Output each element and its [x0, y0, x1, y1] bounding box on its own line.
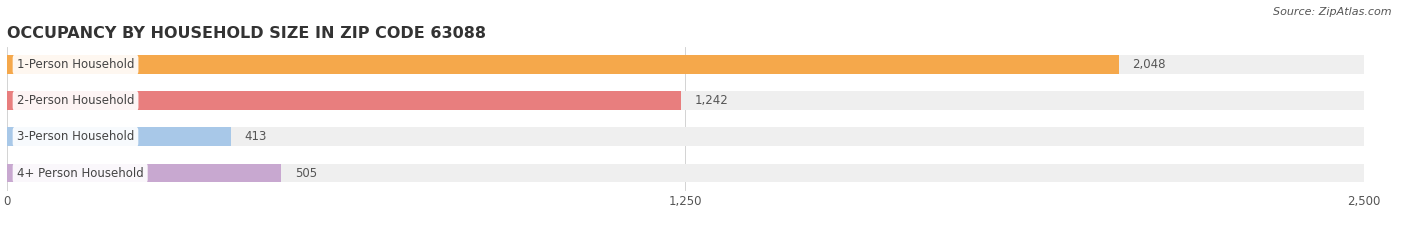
- Bar: [7, 55, 1364, 74]
- Text: 2,048: 2,048: [1132, 58, 1166, 71]
- Bar: [7, 91, 1364, 110]
- Text: OCCUPANCY BY HOUSEHOLD SIZE IN ZIP CODE 63088: OCCUPANCY BY HOUSEHOLD SIZE IN ZIP CODE …: [7, 26, 486, 41]
- Bar: [7, 91, 681, 110]
- Bar: [7, 55, 1119, 74]
- Bar: [7, 164, 281, 182]
- Bar: [7, 127, 231, 146]
- Text: 505: 505: [295, 167, 316, 179]
- Text: 1,242: 1,242: [695, 94, 728, 107]
- Text: 4+ Person Household: 4+ Person Household: [17, 167, 143, 179]
- Text: Source: ZipAtlas.com: Source: ZipAtlas.com: [1274, 7, 1392, 17]
- Text: 2-Person Household: 2-Person Household: [17, 94, 135, 107]
- Bar: [7, 164, 1364, 182]
- Bar: [7, 127, 1364, 146]
- Text: 1-Person Household: 1-Person Household: [17, 58, 135, 71]
- Text: 3-Person Household: 3-Person Household: [17, 130, 134, 143]
- Text: 413: 413: [245, 130, 267, 143]
